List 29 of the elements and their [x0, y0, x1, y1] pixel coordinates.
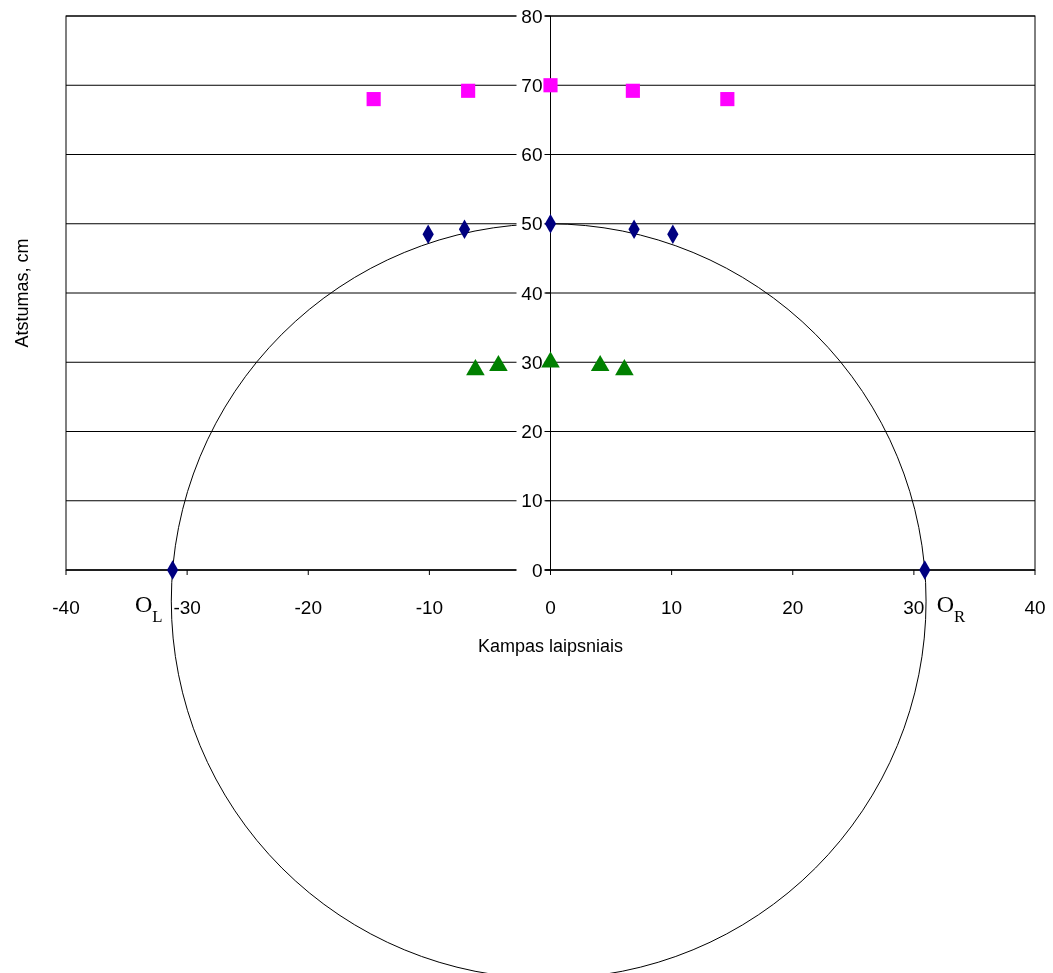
x-tick-label: 10 — [661, 597, 683, 618]
point — [615, 359, 634, 376]
annotation: O$_{L}$ — [134, 591, 163, 626]
x-tick-label: -40 — [52, 597, 80, 618]
x-tick-label: -20 — [294, 597, 322, 618]
x-tick-label: 30 — [903, 597, 925, 618]
x-tick-label: 0 — [545, 597, 556, 618]
y-tick-label: 0 — [531, 559, 543, 581]
x-tick-label: -10 — [415, 597, 444, 618]
point — [461, 83, 476, 98]
point — [366, 92, 381, 107]
annotation: O$_{R}$ — [936, 591, 967, 626]
point — [625, 83, 640, 98]
y-tick-label: 50 — [521, 213, 543, 235]
x-axis-title: Kampas laipsniais — [477, 636, 624, 656]
y-tick-label: 40 — [521, 282, 543, 304]
y-axis-title: Atstumas, cm — [12, 238, 32, 348]
point — [543, 78, 558, 93]
y-tick-label: 20 — [521, 421, 543, 443]
point — [466, 359, 485, 376]
x-tick-label: 40 — [1024, 597, 1046, 618]
point — [720, 92, 735, 107]
y-tick-label: 80 — [521, 5, 543, 27]
y-tick-label: 10 — [521, 490, 543, 512]
y-tick-label: 30 — [521, 351, 543, 373]
y-tick-label: 60 — [521, 144, 543, 166]
x-tick-label: 20 — [782, 597, 804, 618]
y-tick-label: 70 — [521, 74, 543, 96]
x-tick-label: -30 — [173, 597, 201, 618]
